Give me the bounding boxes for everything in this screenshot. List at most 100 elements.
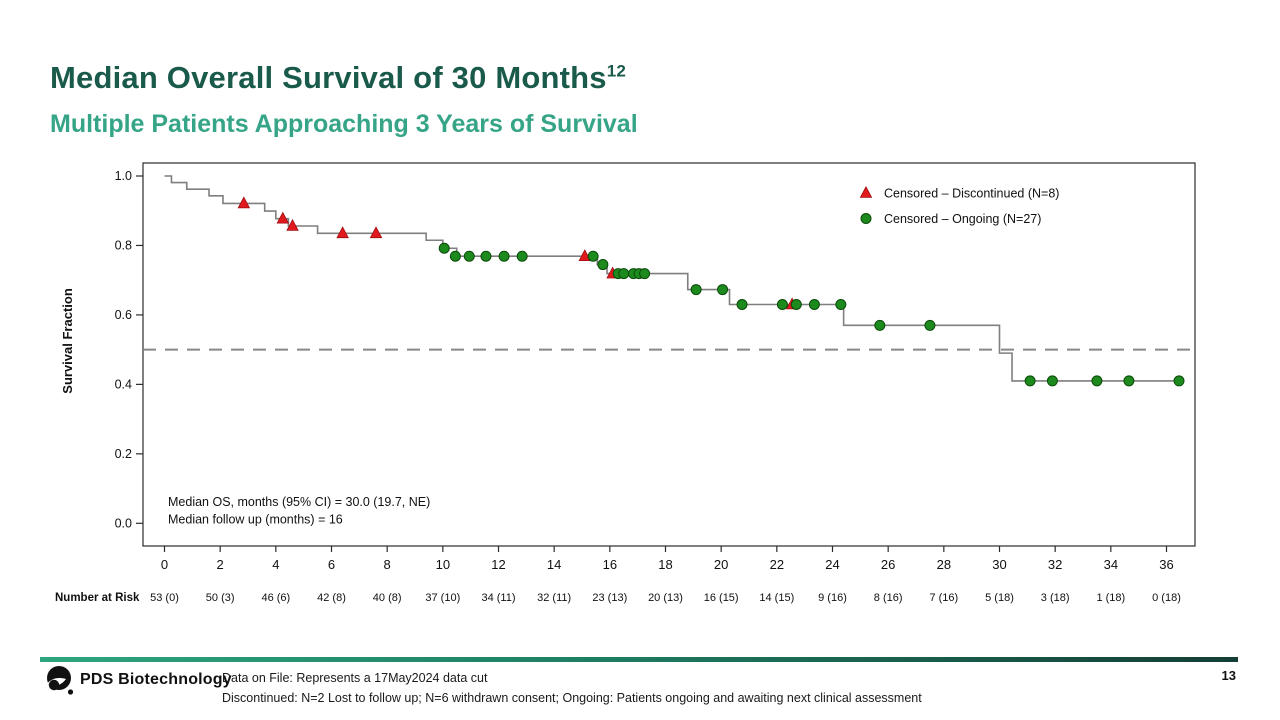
legend-label: Censored – Ongoing (N=27)	[884, 212, 1041, 226]
x-tick-label: 16	[603, 557, 617, 572]
y-axis-title: Survival Fraction	[60, 288, 75, 394]
censor-circle-marker	[874, 319, 886, 331]
censor-circle-marker	[717, 284, 729, 296]
censor-circle-marker	[835, 299, 847, 311]
x-tick-label: 4	[272, 557, 279, 572]
y-tick-label: 1.0	[115, 169, 132, 183]
footnote-line-2: Discontinued: N=2 Lost to follow up; N=6…	[222, 691, 922, 705]
number-at-risk-value: 16 (15)	[704, 592, 739, 604]
page-subtitle: Multiple Patients Approaching 3 Years of…	[50, 110, 638, 138]
number-at-risk-label: Number at Risk	[55, 592, 140, 604]
logo-inner-dot	[48, 679, 60, 691]
number-at-risk-value: 37 (10)	[425, 592, 460, 604]
y-tick-label: 0.4	[115, 378, 132, 392]
number-at-risk-value: 40 (8)	[373, 592, 402, 604]
number-at-risk-value: 50 (3)	[206, 592, 235, 604]
x-tick-label: 0	[161, 557, 168, 572]
censor-triangle-marker	[578, 249, 592, 262]
pds-biotechnology-logo	[47, 666, 74, 695]
censor-circle-marker	[690, 284, 702, 296]
censor-circle-marker	[736, 299, 748, 311]
number-at-risk-value: 14 (15)	[759, 592, 794, 604]
censor-circle-marker	[498, 250, 510, 262]
km-survival-curve	[164, 175, 1181, 382]
x-tick-label: 6	[328, 557, 335, 572]
x-tick-label: 20	[714, 557, 728, 572]
number-at-risk-value: 23 (13)	[592, 592, 627, 604]
censor-triangle-marker	[859, 185, 873, 198]
number-at-risk-value: 7 (16)	[929, 592, 958, 604]
censor-circle-marker	[1024, 375, 1036, 387]
x-tick-label: 2	[217, 557, 224, 572]
censor-circle-marker	[463, 250, 475, 262]
y-tick-label: 0.6	[115, 308, 132, 322]
y-axis: 0.0 0.2 0.4 0.6 0.8 1.0 Survival Fraction	[60, 169, 143, 531]
censor-circle-marker	[924, 319, 936, 331]
x-tick-label: 24	[825, 557, 839, 572]
censor-circle-marker	[449, 250, 461, 262]
x-tick-label: 14	[547, 557, 561, 572]
annotation-line: Median follow up (months) = 16	[168, 513, 343, 527]
censor-circle-marker	[1046, 375, 1058, 387]
x-axis: 0 2 4 6 8 10 12 14 16 18 20 22 24 26 28 30 32 34 36	[161, 546, 1174, 572]
censor-circle-marker	[516, 250, 528, 262]
number-at-risk-value: 9 (16)	[818, 592, 847, 604]
number-at-risk-value: 32 (11)	[537, 592, 571, 604]
number-at-risk-value: 1 (18)	[1096, 592, 1125, 604]
number-at-risk-row: Number at Risk 53 (0) 50 (3) 46 (6) 42 (8) 40…	[55, 592, 1181, 604]
x-tick-label: 8	[384, 557, 391, 572]
censor-circle-marker	[1123, 375, 1135, 387]
censor-circle-marker	[618, 268, 630, 280]
footnotes: Data on File: Represents a 17May2024 dat…	[222, 668, 922, 708]
footer-divider-bar	[40, 657, 1238, 662]
y-tick-label: 0.2	[115, 447, 132, 461]
censor-markers-ongoing	[438, 242, 1185, 387]
y-tick-label: 0.0	[115, 517, 132, 531]
censor-circle-marker	[597, 259, 609, 271]
y-tick-label: 0.8	[115, 239, 132, 253]
x-tick-label: 34	[1104, 557, 1118, 572]
page-number: 13	[1221, 668, 1236, 683]
x-tick-label: 36	[1159, 557, 1173, 572]
censor-circle-marker	[860, 213, 872, 224]
censor-circle-marker	[438, 242, 450, 254]
x-tick-label: 30	[992, 557, 1006, 572]
number-at-risk-value: 53 (0)	[150, 592, 179, 604]
censor-triangle-marker	[276, 211, 290, 224]
footnote-line-1: Data on File: Represents a 17May2024 dat…	[222, 671, 488, 685]
x-tick-label: 18	[658, 557, 672, 572]
x-tick-label: 22	[770, 557, 784, 572]
number-at-risk-value: 8 (16)	[874, 592, 903, 604]
censor-circle-marker	[790, 299, 802, 311]
number-at-risk-value: 42 (8)	[317, 592, 346, 604]
legend-label: Censored – Discontinued (N=8)	[884, 187, 1059, 201]
number-at-risk-value: 34 (11)	[481, 592, 515, 604]
page-title: Median Overall Survival of 30 Months12	[50, 60, 626, 96]
censor-circle-marker	[480, 250, 492, 262]
plot-border	[142, 162, 1196, 547]
x-tick-label: 12	[491, 557, 505, 572]
annotation-line: Median OS, months (95% CI) = 30.0 (19.7,…	[168, 495, 430, 509]
censor-circle-marker	[808, 299, 820, 311]
x-tick-label: 32	[1048, 557, 1062, 572]
censor-markers-discontinued	[237, 196, 799, 310]
censor-triangle-marker	[369, 226, 383, 239]
censor-circle-marker	[776, 299, 788, 311]
number-at-risk-value: 20 (13)	[648, 592, 683, 604]
number-at-risk-value: 3 (18)	[1041, 592, 1070, 604]
median-os-annotation: Median OS, months (95% CI) = 30.0 (19.7,…	[168, 495, 430, 527]
legend: Censored – Discontinued (N=8) Censored – …	[859, 185, 1059, 226]
brand-name: PDS Biotechnology	[80, 671, 232, 688]
censor-triangle-marker	[237, 196, 251, 209]
x-tick-label: 10	[436, 557, 450, 572]
number-at-risk-value: 46 (6)	[261, 592, 290, 604]
censor-circle-marker	[1173, 375, 1185, 387]
censor-circle-marker	[587, 250, 599, 262]
page-title-superscript: 12	[606, 61, 627, 81]
x-tick-label: 26	[881, 557, 895, 572]
logo-period-dot	[67, 689, 74, 695]
censor-circle-marker	[639, 268, 651, 280]
x-tick-label: 28	[937, 557, 951, 572]
